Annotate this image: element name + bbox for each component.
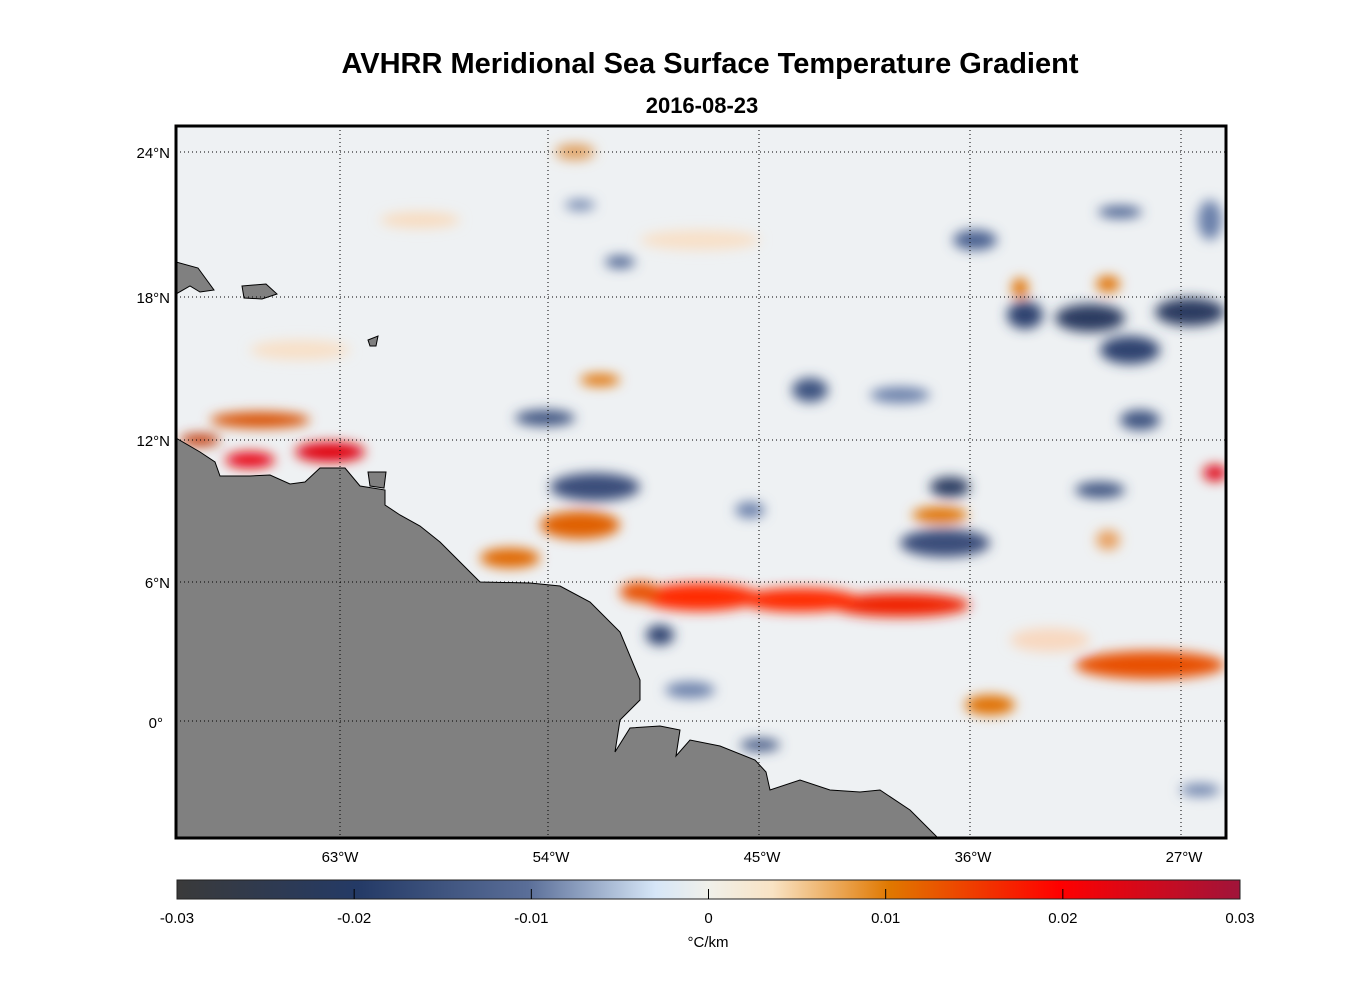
gradient-anomaly: [870, 387, 930, 403]
colorbar: -0.03 -0.02 -0.01 0 0.01 0.02 0.03 °C/km: [160, 879, 1255, 951]
gradient-anomaly: [555, 144, 595, 160]
gradient-anomaly: [620, 582, 660, 602]
gradient-anomaly: [735, 502, 765, 518]
gradient-anomaly: [380, 212, 460, 228]
lon-tick-labels: 63°W 54°W 45°W 36°W 27°W: [322, 849, 1204, 866]
colorbar-label: °C/km: [688, 934, 729, 951]
gradient-anomaly: [550, 473, 640, 501]
lat-tick-label: 12°N: [136, 433, 170, 450]
colorbar-tick-label: -0.02: [337, 910, 371, 927]
colorbar-tick-label: -0.01: [514, 910, 548, 927]
gradient-anomaly: [830, 593, 970, 617]
gradient-anomaly: [540, 511, 620, 539]
lat-tick-label: 6°N: [145, 575, 170, 592]
island: [367, 335, 379, 347]
sst-field: [176, 126, 1226, 838]
gradient-anomaly: [250, 340, 350, 360]
gradient-anomaly: [605, 256, 635, 268]
gradient-anomaly: [740, 739, 780, 751]
gradient-anomaly: [930, 477, 970, 497]
lon-tick-label: 54°W: [533, 849, 571, 866]
gradient-anomaly: [1120, 410, 1160, 430]
gradient-anomaly: [792, 378, 828, 402]
gradient-anomaly: [1155, 298, 1225, 326]
colorbar-tick-label: 0: [704, 910, 712, 927]
gradient-anomaly: [210, 412, 310, 428]
island: [241, 283, 278, 300]
south-america-coast: [176, 437, 939, 838]
land: [176, 261, 939, 838]
lat-tick-label: 0°: [149, 715, 163, 732]
lon-tick-label: 63°W: [322, 849, 360, 866]
gradient-anomaly: [515, 410, 575, 426]
island: [176, 261, 215, 295]
lon-tick-label: 27°W: [1166, 849, 1204, 866]
gradient-anomaly: [912, 507, 968, 523]
gradient-anomaly: [900, 529, 990, 557]
gradient-anomaly: [1198, 200, 1222, 240]
gradient-anomaly: [1096, 276, 1120, 292]
map-frame: [174, 124, 1228, 840]
colorbar-tick-label: -0.03: [160, 910, 194, 927]
gradient-anomaly: [1180, 784, 1220, 796]
colorbar-tick-label: 0.02: [1048, 910, 1077, 927]
gradient-anomaly: [640, 583, 760, 611]
lat-tick-label: 18°N: [136, 290, 170, 307]
colorbar-tick-label: 0.01: [871, 910, 900, 927]
lat-tick-label: 24°N: [136, 145, 170, 162]
gradient-anomaly: [640, 230, 760, 250]
lon-tick-label: 45°W: [744, 849, 782, 866]
gradient-anomaly: [295, 442, 365, 462]
gradient-anomaly: [1075, 482, 1125, 498]
gradient-anomaly: [1098, 206, 1142, 218]
chart-subtitle: 2016-08-23: [645, 93, 759, 118]
gradient-anomaly: [953, 230, 997, 250]
gradient-anomaly: [1007, 301, 1043, 329]
colorbar-tick-label: 0.03: [1225, 910, 1254, 927]
chart-title: AVHRR Meridional Sea Surface Temperature…: [341, 48, 1079, 80]
lat-tick-labels: 24°N 18°N 12°N 6°N 0°: [136, 145, 170, 732]
gradient-anomaly: [646, 625, 674, 645]
gradient-anomaly: [580, 374, 620, 386]
gradient-anomaly: [1096, 530, 1120, 550]
gradient-anomaly: [480, 548, 540, 568]
grid: [176, 126, 1226, 838]
lon-tick-label: 36°W: [955, 849, 993, 866]
gradient-anomaly: [1203, 465, 1226, 481]
gradient-anomaly: [1075, 651, 1225, 679]
gradient-anomaly: [225, 452, 275, 468]
gradient-anomaly: [1100, 336, 1160, 364]
gradient-anomaly: [1055, 304, 1125, 332]
gradient-anomaly: [965, 695, 1015, 715]
gradient-anomaly: [1010, 628, 1090, 652]
island: [367, 471, 387, 489]
gradient-anomaly: [565, 200, 595, 210]
gradient-anomaly: [1012, 278, 1028, 298]
gradient-anomaly: [665, 682, 715, 698]
gradient-anomaly: [740, 588, 860, 612]
